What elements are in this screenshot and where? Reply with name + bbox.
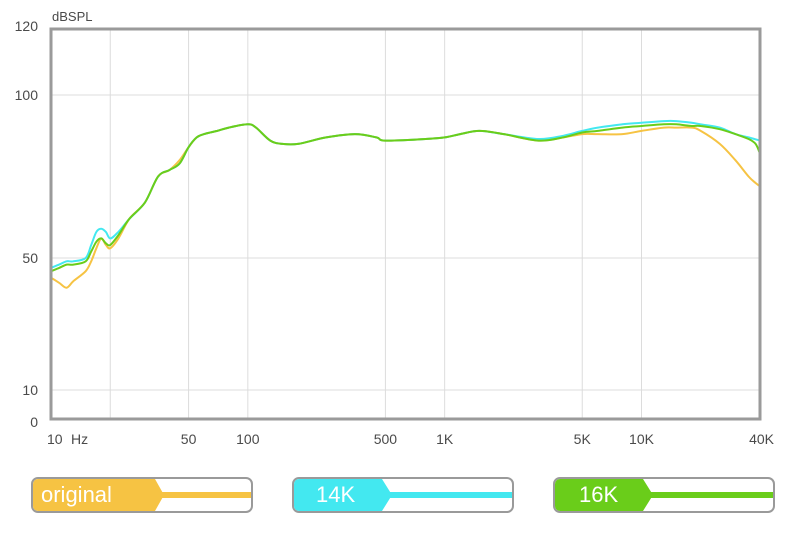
x-tick-label: 5K [574,431,592,447]
x-tick-label: 100 [236,431,260,447]
series-line-original [50,123,761,289]
x-tick-label: 1K [436,431,454,447]
legend-14k[interactable]: 14K [292,477,514,513]
legend-16k-label: 16K [579,482,619,507]
series-line-14k [50,119,761,269]
legend-16k[interactable]: 16K [553,477,775,513]
y-tick-label: 100 [15,87,39,103]
legend-14k-swatch [294,479,512,511]
legend-original[interactable]: original [31,477,253,513]
plot-frame [49,27,762,421]
y-tick-label: 10 [22,382,38,398]
y-tick-label: 0 [30,414,38,430]
series-lines [50,119,761,289]
legend-original-swatch [33,479,251,511]
x-tick-label: 500 [374,431,398,447]
x-axis-ticks: 10 50 100 500 1K 5K 10K 40K [47,431,775,447]
y-axis-label: dBSPL [52,9,92,24]
x-tick-label: 40K [749,431,775,447]
legend-original-label: original [41,482,112,507]
x-axis-label: Hz [71,431,88,447]
x-tick-label: 10 [47,431,63,447]
grid [51,29,760,419]
y-tick-label: 120 [15,18,39,34]
legend-14k-label: 14K [316,482,356,507]
y-tick-label: 50 [22,250,38,266]
legend-16k-swatch [555,479,773,511]
series-line-16k [50,123,761,273]
x-tick-label: 50 [181,431,197,447]
x-tick-label: 10K [629,431,655,447]
